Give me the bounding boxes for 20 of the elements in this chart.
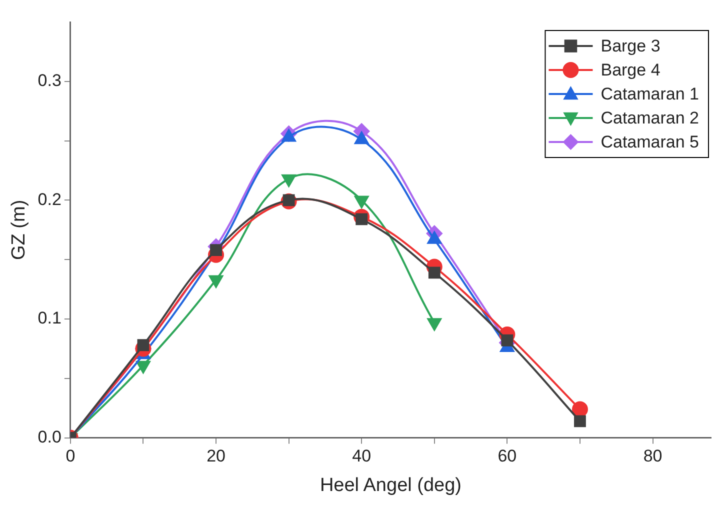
x-tick-label: 80 [643, 446, 662, 466]
y-tick-label: 0.1 [38, 308, 62, 328]
legend-label: Barge 4 [600, 60, 660, 80]
x-tick-label: 0 [66, 446, 76, 466]
y-tick-label: 0.3 [38, 71, 62, 90]
x-tick-label: 20 [206, 446, 226, 466]
x-tick-label: 40 [352, 446, 372, 466]
y-tick-label: 0.2 [38, 190, 62, 209]
y-tick-label: 0.0 [38, 427, 62, 446]
point [574, 415, 586, 428]
legend-label: Barge 3 [600, 36, 660, 56]
point [501, 334, 514, 346]
x-tick-label: 60 [498, 446, 517, 466]
point [428, 266, 440, 279]
y-axis-title: GZ (m) [8, 200, 30, 260]
legend-label: Catamaran 1 [600, 84, 700, 104]
point [572, 401, 588, 418]
x-axis-title: Heel Angel (deg) [320, 474, 462, 496]
legend-label: Catamaran 5 [600, 132, 700, 152]
legend-label: Catamaran 2 [600, 108, 700, 128]
